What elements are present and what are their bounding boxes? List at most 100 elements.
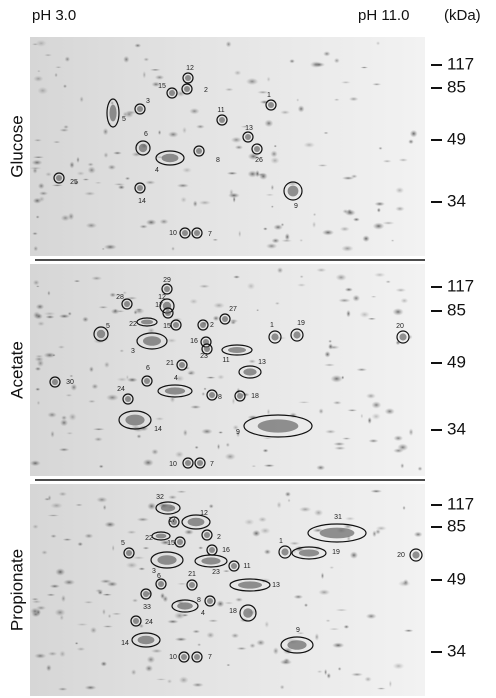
spot-label: 5 (106, 323, 110, 330)
gel-spot (371, 412, 381, 420)
gel-spot (51, 354, 56, 357)
gel-spot (350, 672, 364, 677)
spot-circle (242, 131, 254, 143)
spot-circle (194, 457, 206, 469)
gel-spot (31, 599, 42, 604)
gel-spot (349, 551, 359, 559)
ph-right: pH 11.0 (358, 7, 409, 24)
spot-circle (191, 227, 203, 239)
gel-spot (182, 126, 187, 134)
spot-label: 16 (222, 547, 230, 554)
spot-circle (168, 516, 180, 528)
gel-spot (45, 171, 53, 177)
gel-spot (400, 297, 409, 304)
gel-spot (73, 180, 79, 186)
gel-spot (145, 219, 157, 226)
gel-spot (362, 235, 370, 243)
spot-label: 6 (144, 131, 148, 138)
gel-spot (262, 448, 269, 453)
spot-label: 21 (166, 360, 174, 367)
gel-spot (356, 367, 368, 372)
spot-fill (197, 460, 203, 466)
gel-spot (376, 687, 386, 690)
gel-spot (176, 582, 188, 585)
gel-spot (203, 387, 207, 391)
spot-label: 12 (158, 294, 166, 301)
gel-spot (36, 69, 41, 73)
gel-spot (97, 590, 104, 595)
gel-spot (258, 172, 268, 180)
spot-label: 20 (397, 552, 405, 559)
spot-circle (155, 578, 167, 590)
gel-spot (60, 415, 68, 421)
spot-label: 6 (146, 365, 150, 372)
gel-spot (316, 267, 327, 273)
gel-spot (388, 680, 393, 688)
spot-circle (166, 87, 178, 99)
spot-fill (56, 175, 62, 181)
spot-circle (155, 150, 185, 166)
gel-spot (299, 238, 304, 242)
gel-spot (296, 632, 305, 635)
gel-spot (370, 489, 383, 493)
gel-spot (318, 589, 331, 596)
gel-spot (58, 313, 71, 319)
gel-spot (38, 196, 46, 203)
gel-spot (230, 136, 242, 144)
spot-fill (138, 143, 148, 153)
spot-fill (125, 396, 131, 402)
gel-spot (59, 614, 65, 621)
gel-spot (84, 685, 97, 691)
spot-label: 3 (131, 348, 135, 355)
spot-circle (251, 143, 263, 155)
panel-label: Acetate (7, 341, 26, 399)
gel-spot (136, 517, 150, 522)
spot-label: 19 (332, 549, 340, 556)
spot-fill (219, 117, 225, 123)
gel-spot (134, 43, 142, 48)
spot-fill (187, 517, 205, 527)
gel-spot (174, 637, 188, 642)
marker-label: 34 (447, 191, 466, 210)
gel-spot (105, 394, 119, 402)
gel-spot (390, 239, 395, 242)
gel-spot (264, 620, 270, 628)
gel-spot (382, 159, 392, 163)
gel-spot (76, 647, 86, 652)
gel-spot (122, 291, 128, 295)
gel-spot (167, 495, 178, 500)
gel-spot (292, 550, 297, 554)
spot-fill (287, 185, 299, 197)
spot-fill (181, 654, 187, 660)
gel-spot (110, 100, 115, 106)
spot-circle (268, 330, 282, 344)
spot-circle (193, 145, 205, 157)
gel-spot (65, 393, 73, 397)
gel-spot (98, 464, 104, 469)
gel-spot (87, 166, 96, 174)
spot-circle (53, 172, 65, 184)
gel-spot (43, 497, 51, 501)
gel-spot (266, 408, 271, 416)
gel-spot (60, 594, 66, 603)
gel-spot (136, 434, 142, 439)
gel-spot (213, 302, 225, 309)
spot-label: 12 (200, 510, 208, 517)
spot-label: 3 (146, 98, 150, 105)
gel-spot (62, 84, 68, 89)
spot-label: 2 (217, 534, 221, 541)
spot-label: 14 (121, 640, 129, 647)
spot-label: 1 (279, 538, 283, 545)
spot-fill (245, 134, 251, 140)
gel-spot (64, 56, 71, 63)
gel-spot (334, 608, 348, 612)
gel-spot (159, 540, 172, 546)
spot-label: 29 (163, 277, 171, 284)
gel-spot (37, 182, 45, 190)
spot-label: 18 (229, 608, 237, 615)
gel-spot (63, 124, 69, 130)
spot-circle (118, 410, 152, 430)
gel-spot (251, 465, 257, 468)
gel-spot (230, 321, 237, 325)
